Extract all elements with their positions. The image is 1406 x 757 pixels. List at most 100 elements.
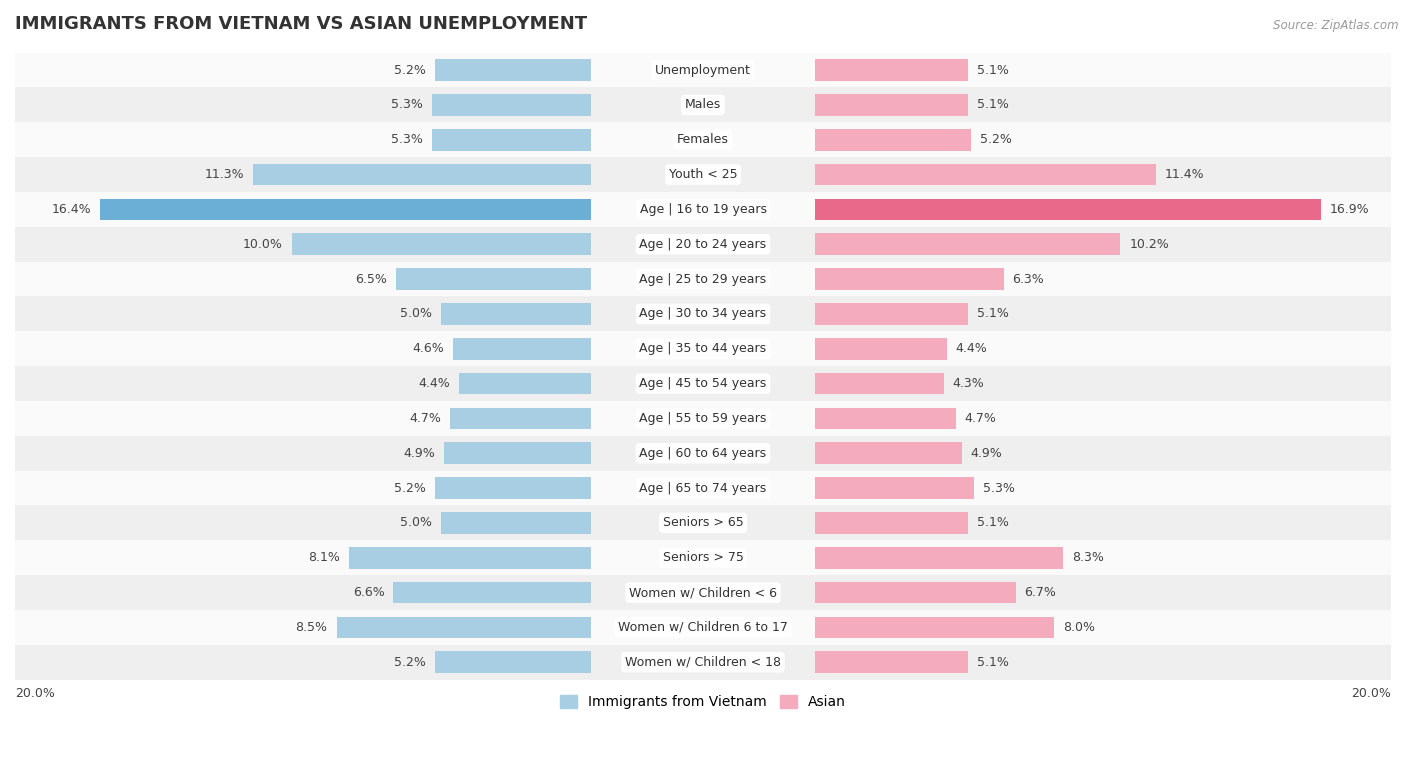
Bar (815, 477, 974, 499)
Text: IMMIGRANTS FROM VIETNAM VS ASIAN UNEMPLOYMENT: IMMIGRANTS FROM VIETNAM VS ASIAN UNEMPLO… (15, 15, 588, 33)
Bar (100, 198, 591, 220)
Bar (815, 407, 956, 429)
Text: Age | 16 to 19 years: Age | 16 to 19 years (640, 203, 766, 216)
Bar (441, 512, 591, 534)
Text: 4.4%: 4.4% (419, 377, 450, 390)
Bar (815, 547, 1063, 569)
Text: 5.2%: 5.2% (395, 656, 426, 668)
Bar (436, 477, 591, 499)
Text: 5.3%: 5.3% (391, 98, 423, 111)
Text: 8.3%: 8.3% (1073, 551, 1104, 564)
Bar (436, 59, 591, 81)
Bar (15, 645, 1391, 680)
Bar (432, 94, 591, 116)
Text: 5.1%: 5.1% (977, 656, 1008, 668)
Bar (815, 303, 967, 325)
Text: 11.4%: 11.4% (1166, 168, 1205, 181)
Bar (815, 652, 967, 673)
Bar (815, 338, 946, 360)
Text: 6.6%: 6.6% (353, 586, 384, 599)
Text: Age | 20 to 24 years: Age | 20 to 24 years (640, 238, 766, 251)
Bar (396, 268, 591, 290)
Text: Youth < 25: Youth < 25 (669, 168, 737, 181)
Text: 6.3%: 6.3% (1012, 273, 1045, 285)
Bar (815, 129, 970, 151)
Text: Age | 35 to 44 years: Age | 35 to 44 years (640, 342, 766, 355)
Text: Seniors > 75: Seniors > 75 (662, 551, 744, 564)
Bar (15, 88, 1391, 123)
Bar (444, 442, 591, 464)
Bar (815, 268, 1004, 290)
Text: 10.2%: 10.2% (1129, 238, 1168, 251)
Bar (460, 372, 591, 394)
Bar (15, 192, 1391, 227)
Text: 6.7%: 6.7% (1025, 586, 1056, 599)
Bar (349, 547, 591, 569)
Text: Women w/ Children < 6: Women w/ Children < 6 (628, 586, 778, 599)
Text: Age | 45 to 54 years: Age | 45 to 54 years (640, 377, 766, 390)
Bar (15, 157, 1391, 192)
Text: 5.2%: 5.2% (395, 481, 426, 494)
Bar (15, 53, 1391, 88)
Text: 5.3%: 5.3% (391, 133, 423, 146)
Text: 6.5%: 6.5% (356, 273, 388, 285)
Bar (815, 617, 1054, 638)
Text: 4.6%: 4.6% (412, 342, 444, 355)
Text: 10.0%: 10.0% (243, 238, 283, 251)
Text: Age | 65 to 74 years: Age | 65 to 74 years (640, 481, 766, 494)
Bar (815, 442, 962, 464)
Text: 4.3%: 4.3% (953, 377, 984, 390)
Bar (815, 59, 967, 81)
Bar (15, 332, 1391, 366)
Text: 5.2%: 5.2% (980, 133, 1011, 146)
Bar (15, 436, 1391, 471)
Text: 16.4%: 16.4% (52, 203, 91, 216)
Text: 16.9%: 16.9% (1330, 203, 1369, 216)
Text: 4.9%: 4.9% (970, 447, 1002, 459)
Bar (815, 582, 1015, 603)
Bar (815, 372, 943, 394)
Text: 8.0%: 8.0% (1063, 621, 1095, 634)
Text: Seniors > 65: Seniors > 65 (662, 516, 744, 529)
Text: 5.0%: 5.0% (401, 307, 432, 320)
Text: 20.0%: 20.0% (1351, 687, 1391, 700)
Text: Age | 55 to 59 years: Age | 55 to 59 years (640, 412, 766, 425)
Bar (436, 652, 591, 673)
Text: 4.4%: 4.4% (956, 342, 987, 355)
Text: Age | 60 to 64 years: Age | 60 to 64 years (640, 447, 766, 459)
Bar (15, 297, 1391, 332)
Text: Males: Males (685, 98, 721, 111)
Bar (815, 94, 967, 116)
Bar (815, 164, 1156, 185)
Text: 4.7%: 4.7% (965, 412, 997, 425)
Bar (15, 366, 1391, 401)
Text: 4.7%: 4.7% (409, 412, 441, 425)
Text: 5.0%: 5.0% (401, 516, 432, 529)
Bar (253, 164, 591, 185)
Bar (291, 233, 591, 255)
Bar (453, 338, 591, 360)
Text: 5.3%: 5.3% (983, 481, 1015, 494)
Text: 5.1%: 5.1% (977, 516, 1008, 529)
Bar (394, 582, 591, 603)
Text: 5.2%: 5.2% (395, 64, 426, 76)
Text: Women w/ Children < 18: Women w/ Children < 18 (626, 656, 780, 668)
Text: Source: ZipAtlas.com: Source: ZipAtlas.com (1274, 19, 1399, 32)
Bar (15, 610, 1391, 645)
Bar (15, 123, 1391, 157)
Bar (336, 617, 591, 638)
Text: 8.1%: 8.1% (308, 551, 340, 564)
Bar (441, 303, 591, 325)
Bar (15, 227, 1391, 262)
Text: Age | 25 to 29 years: Age | 25 to 29 years (640, 273, 766, 285)
Text: Unemployment: Unemployment (655, 64, 751, 76)
Text: 8.5%: 8.5% (295, 621, 328, 634)
Bar (15, 540, 1391, 575)
Text: Age | 30 to 34 years: Age | 30 to 34 years (640, 307, 766, 320)
Bar (15, 506, 1391, 540)
Text: 20.0%: 20.0% (15, 687, 55, 700)
Text: 5.1%: 5.1% (977, 98, 1008, 111)
Bar (450, 407, 591, 429)
Bar (815, 512, 967, 534)
Bar (815, 198, 1320, 220)
